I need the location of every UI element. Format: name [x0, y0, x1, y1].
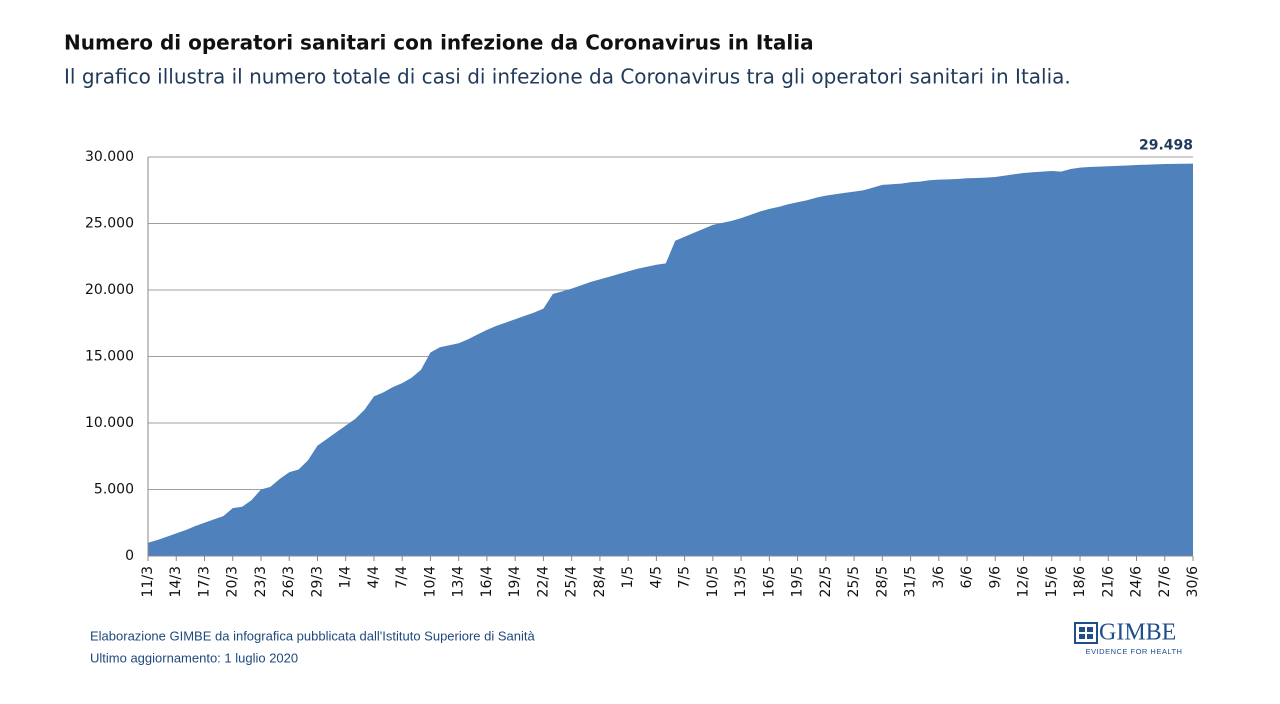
x-tick-label: 17/3 — [196, 566, 212, 597]
x-tick-label: 15/6 — [1044, 566, 1060, 598]
x-tick-label: 10/4 — [422, 566, 438, 598]
x-tick-label: 4/4 — [366, 566, 382, 589]
x-tick-label: 16/5 — [761, 566, 777, 597]
area — [148, 163, 1193, 556]
x-tick-label: 30/6 — [1185, 566, 1201, 598]
x-tick-label: 7/4 — [394, 566, 410, 589]
x-tick-label: 9/6 — [987, 566, 1003, 589]
x-tick-label: 4/5 — [648, 566, 664, 589]
x-tick-label: 19/5 — [790, 566, 806, 597]
x-tick-label: 28/4 — [592, 566, 608, 598]
value-label: 29.498 — [1139, 138, 1193, 154]
y-tick-label: 15.000 — [85, 349, 134, 365]
x-tick-label: 29/3 — [309, 566, 325, 597]
logo-tagline: EVIDENCE FOR HEALTH — [1086, 647, 1183, 656]
y-tick-label: 5.000 — [94, 482, 134, 498]
x-tick-label: 27/6 — [1157, 566, 1173, 598]
x-tick-label: 25/5 — [846, 566, 862, 597]
y-tick-label: 30.000 — [85, 149, 134, 165]
y-tick-label: 20.000 — [85, 282, 134, 298]
x-tick-label: 28/5 — [874, 566, 890, 597]
x-tick-label: 16/4 — [479, 566, 495, 598]
x-tick-label: 22/5 — [818, 566, 834, 597]
y-tick-label: 25.000 — [85, 216, 134, 232]
y-tick-label: 10.000 — [85, 415, 134, 431]
footer-updated: Ultimo aggiornamento: 1 luglio 2020 — [90, 650, 298, 665]
x-tick-label: 3/6 — [931, 566, 947, 589]
logo-icon — [1074, 622, 1098, 644]
footer-source: Elaborazione GIMBE da infografica pubbli… — [90, 628, 536, 643]
x-tick-label: 10/5 — [705, 566, 721, 597]
x-tick-label: 6/6 — [959, 566, 975, 589]
x-tick-label: 11/3 — [140, 566, 156, 597]
x-tick-label: 13/4 — [451, 566, 467, 598]
x-tick-label: 19/4 — [507, 566, 523, 598]
x-tick-label: 23/3 — [253, 566, 269, 597]
x-tick-label: 1/4 — [338, 566, 354, 589]
x-tick-label: 12/6 — [1016, 566, 1032, 598]
x-tick-label: 14/3 — [168, 566, 184, 597]
x-tick-label: 24/6 — [1129, 566, 1145, 598]
y-tick-label: 0 — [125, 548, 134, 564]
x-tick-label: 22/4 — [535, 566, 551, 598]
x-tick-label: 31/5 — [903, 566, 919, 597]
logo: GIMBE — [1099, 620, 1176, 646]
x-tick-label: 1/5 — [620, 566, 636, 589]
x-tick-label: 21/6 — [1100, 566, 1116, 598]
chart-title: Numero di operatori sanitari con infezio… — [64, 31, 814, 55]
x-tick-label: 7/5 — [677, 566, 693, 589]
x-tick-label: 18/6 — [1072, 566, 1088, 598]
x-tick-label: 25/4 — [564, 566, 580, 598]
chart-subtitle: Il grafico illustra il numero totale di … — [64, 65, 1071, 89]
x-tick-label: 13/5 — [733, 566, 749, 597]
x-tick-label: 26/3 — [281, 566, 297, 597]
x-tick-label: 20/3 — [225, 566, 241, 597]
